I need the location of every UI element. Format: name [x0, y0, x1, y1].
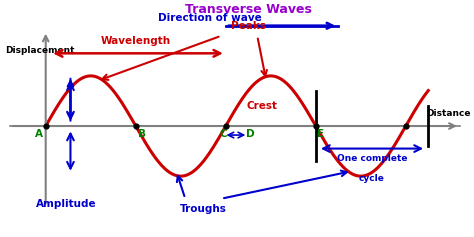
Text: Transverse Waves: Transverse Waves	[185, 3, 312, 16]
Text: cycle: cycle	[359, 174, 385, 183]
Text: Displacement: Displacement	[5, 46, 75, 55]
Text: Amplitude: Amplitude	[36, 199, 96, 209]
Text: Distance: Distance	[427, 109, 471, 118]
Text: Wavelength: Wavelength	[100, 36, 171, 46]
Text: C: C	[219, 129, 228, 139]
Text: One complete: One complete	[337, 154, 407, 163]
Text: Peaks: Peaks	[231, 21, 266, 31]
Text: E: E	[317, 129, 324, 139]
Text: Troughs: Troughs	[180, 204, 227, 214]
Text: Direction of wave: Direction of wave	[158, 13, 262, 23]
Text: B: B	[138, 129, 146, 139]
Text: D: D	[246, 129, 255, 139]
Text: Crest: Crest	[246, 101, 277, 111]
Text: A: A	[35, 129, 43, 139]
